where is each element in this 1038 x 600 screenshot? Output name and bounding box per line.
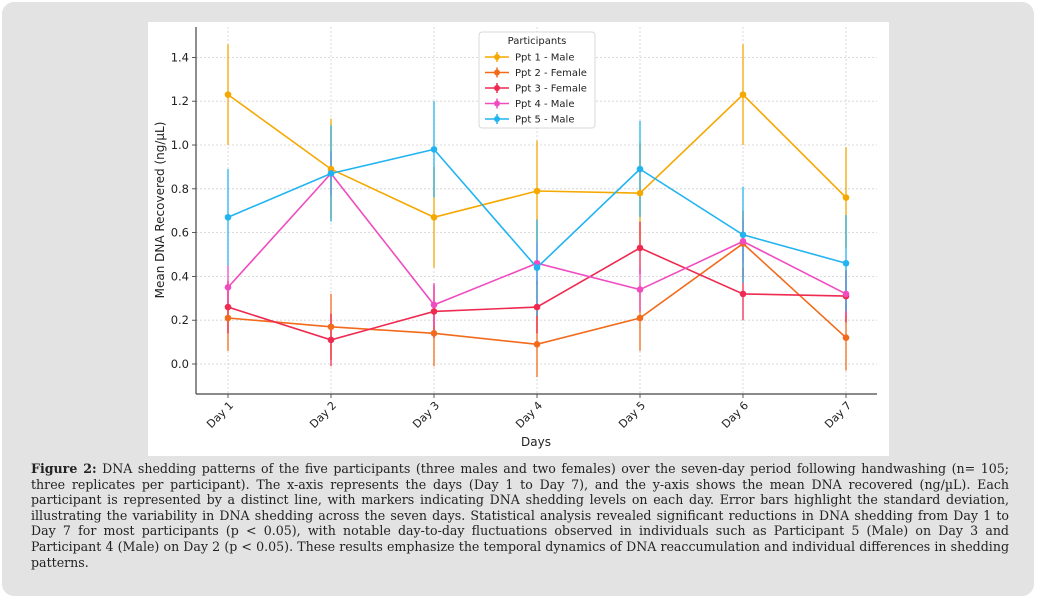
x-axis-label: Days [521,435,551,449]
legend: Participants Ppt 1 - Male Ppt 2 - Female Pp… [478,31,596,129]
caption-text: DNA shedding patterns of the five partic… [31,461,1009,570]
legend-marker [494,100,500,107]
data-point-ppt-3-female [636,244,644,252]
legend-label: Ppt 1 - Male [515,53,575,64]
x-tick-label: Day 2 [307,399,339,431]
data-point-ppt-3-female [224,303,232,311]
data-point-ppt-2-female [327,323,335,331]
data-point-ppt-4-male [842,290,850,298]
data-point-ppt-1-male [533,187,541,195]
legend-label: Ppt 5 - Male [515,115,575,126]
data-point-ppt-5-male [533,264,541,271]
y-tick-label: 0.0 [171,357,189,371]
x-tick-label: Day 3 [410,399,442,431]
y-axis-label: Mean DNA Recovered (ng/µL) [153,122,167,299]
legend-marker [494,85,500,91]
data-point-ppt-3-female [327,336,335,344]
legend-marker [494,54,500,60]
data-point-ppt-3-female [430,308,438,315]
data-point-ppt-5-male [636,165,644,173]
data-point-ppt-5-male [224,213,232,221]
data-point-ppt-5-male [327,170,335,177]
legend-title: Participants [508,36,567,47]
data-point-ppt-4-male [739,238,747,245]
data-point-ppt-2-female [430,330,438,337]
data-point-ppt-1-male [636,189,644,197]
x-tick-label: Day 7 [822,399,854,431]
x-tick-label: Day 5 [616,399,648,431]
data-point-ppt-2-female [636,314,644,322]
data-point-ppt-2-female [224,314,232,322]
y-tick-label: 0.8 [171,182,189,196]
data-point-ppt-5-male [739,231,747,239]
data-point-ppt-2-female [533,340,541,348]
data-point-ppt-5-male [430,146,438,153]
legend-label: Ppt 3 - Female [515,84,587,95]
x-tick-label: Day 6 [719,399,751,431]
y-tick-label: 1.4 [171,50,189,64]
data-point-ppt-1-male [842,194,850,201]
series-lines [224,91,850,348]
y-tick-label: 0.2 [171,313,189,327]
legend-label: Ppt 2 - Female [515,68,587,79]
data-point-ppt-4-male [430,301,438,309]
data-point-ppt-1-male [430,213,438,221]
data-point-ppt-5-male [842,259,850,267]
legend-marker [494,69,500,76]
data-point-ppt-1-male [224,91,232,98]
data-point-ppt-4-male [636,286,644,293]
data-point-ppt-1-male [739,91,747,98]
y-tick-label: 0.6 [171,226,189,240]
data-point-ppt-3-female [739,290,747,298]
data-point-ppt-4-male [224,284,232,291]
figure-caption: Figure 2: DNA shedding patterns of the f… [31,461,1009,570]
x-tick-label: Day 1 [204,399,236,431]
y-tick-label: 1.2 [171,94,189,108]
data-point-ppt-2-female [842,334,850,342]
data-point-ppt-3-female [533,303,541,311]
legend-marker [494,116,500,122]
x-tick-label: Day 4 [513,399,545,431]
y-tick-label: 0.4 [171,269,189,283]
y-tick-label: 1.0 [171,138,189,152]
legend-label: Ppt 4 - Male [515,99,575,110]
caption-label: Figure 2: [31,461,97,476]
